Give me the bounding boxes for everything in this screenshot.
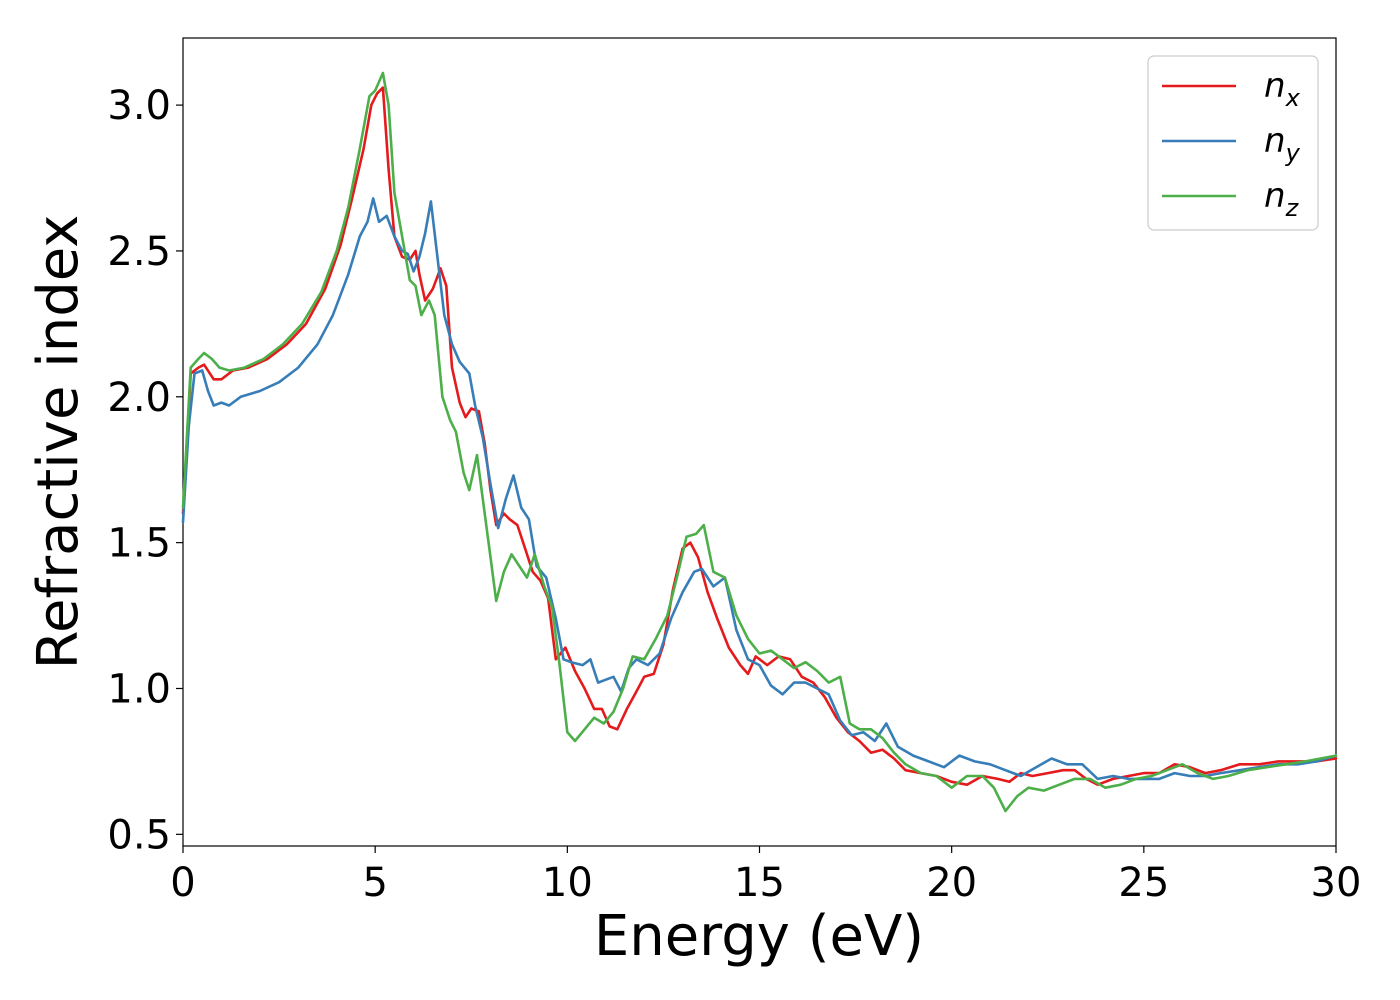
legend-box bbox=[1147, 55, 1319, 231]
legend: nx ny nz bbox=[1147, 55, 1319, 231]
legend-label-z: nz bbox=[1264, 176, 1300, 222]
y-tick-label: 2.5 bbox=[107, 229, 171, 275]
legend-entries: nx ny nz bbox=[1162, 66, 1301, 222]
series-line-z bbox=[181, 71, 1338, 813]
y-axis-title: Refractive index bbox=[26, 215, 91, 670]
x-tick-label: 15 bbox=[734, 860, 785, 906]
legend-label-y: ny bbox=[1264, 121, 1301, 167]
y-tick-label: 0.5 bbox=[107, 812, 171, 858]
series-line-y bbox=[181, 197, 1338, 781]
x-tick-label: 5 bbox=[362, 860, 387, 906]
x-tick-label: 20 bbox=[926, 860, 977, 906]
x-tick-label: 25 bbox=[1118, 860, 1169, 906]
series-line-x bbox=[181, 86, 1338, 786]
x-axis-title: Energy (eV) bbox=[594, 904, 924, 969]
legend-label-x: nx bbox=[1264, 66, 1301, 112]
y-tick-label: 1.0 bbox=[107, 666, 171, 712]
y-tick-label: 2.0 bbox=[107, 375, 171, 421]
y-axis-ticks: 0.5 1.0 1.5 2.0 2.5 3.0 bbox=[107, 83, 183, 858]
series-layer bbox=[181, 71, 1338, 813]
y-tick-label: 3.0 bbox=[107, 83, 171, 129]
x-axis-ticks: 0 5 10 15 20 25 30 bbox=[170, 846, 1361, 906]
y-tick-label: 1.5 bbox=[107, 521, 171, 567]
x-tick-label: 30 bbox=[1311, 860, 1362, 906]
x-tick-label: 10 bbox=[542, 860, 593, 906]
x-tick-label: 0 bbox=[170, 860, 195, 906]
